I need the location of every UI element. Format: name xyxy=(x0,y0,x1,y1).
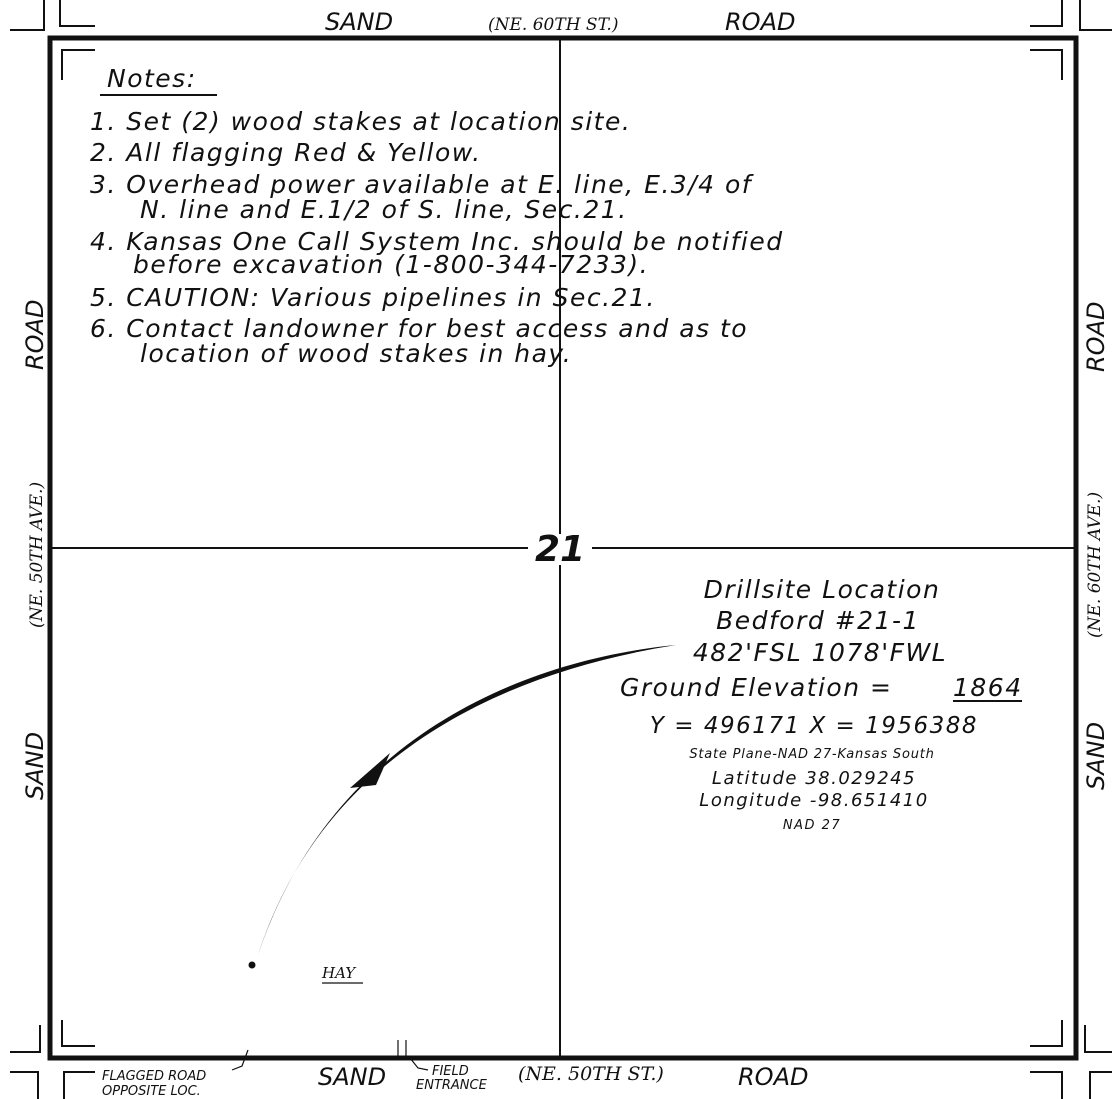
note-item: 5. CAUTION: Various pipelines in Sec.21. xyxy=(90,283,656,312)
road-left-lower: SAND xyxy=(21,732,49,800)
road-bottom-middle: (NE. 50TH ST.) xyxy=(518,1063,664,1085)
well-location-marker xyxy=(248,961,256,969)
road-right-lower: SAND xyxy=(1082,722,1110,790)
drillsite-coords: Y = 496171 X = 1956388 xyxy=(650,713,978,739)
drillsite-latitude: Latitude 38.029245 xyxy=(712,768,916,789)
drillsite-plane: State Plane-NAD 27-Kansas South xyxy=(689,747,934,762)
section-number: 21 xyxy=(535,529,585,570)
note-item: 6. Contact landowner for best access and… xyxy=(90,314,748,343)
note-item: location of wood stakes in hay. xyxy=(140,339,572,368)
drillsite-info: Drillsite Location Bedford #21-1 482'FSL… xyxy=(620,575,1023,833)
drillsite-footage: 482'FSL 1078'FWL xyxy=(693,638,947,667)
road-left-upper: ROAD xyxy=(21,300,49,370)
road-top-right: ROAD xyxy=(725,8,795,36)
drillsite-datum: NAD 27 xyxy=(783,818,841,833)
road-bottom-right: ROAD xyxy=(738,1063,808,1091)
note-item: 1. Set (2) wood stakes at location site. xyxy=(90,107,631,136)
notes-block: Notes: 1. Set (2) wood stakes at locatio… xyxy=(90,64,784,368)
note-item: N. line and E.1/2 of S. line, Sec.21. xyxy=(140,195,628,224)
hay-label: HAY xyxy=(321,964,357,982)
drillsite-elevation-label: Ground Elevation = xyxy=(620,673,892,702)
field-entrance-label-1: FIELD xyxy=(432,1064,469,1079)
road-bottom-left: SAND xyxy=(318,1063,386,1091)
field-entrance-label-2: ENTRANCE xyxy=(416,1078,488,1093)
flagged-road-label-2: OPPOSITE LOC. xyxy=(102,1084,201,1099)
drillsite-title: Drillsite Location xyxy=(704,575,941,604)
road-right-upper: ROAD xyxy=(1082,302,1110,372)
road-top-left: SAND xyxy=(325,8,393,36)
location-arrow xyxy=(258,645,676,955)
field-entrance-leader xyxy=(409,1057,429,1071)
note-item: 2. All flagging Red & Yellow. xyxy=(90,138,482,167)
drillsite-well: Bedford #21-1 xyxy=(716,606,920,635)
notes-heading: Notes: xyxy=(107,64,197,93)
corner-marks xyxy=(10,0,1112,1099)
note-item: before excavation (1-800-344-7233). xyxy=(133,250,649,279)
note-item: 4. Kansas One Call System Inc. should be… xyxy=(90,227,784,256)
drillsite-longitude: Longitude -98.651410 xyxy=(699,790,928,811)
road-left-middle: (NE. 50TH AVE.) xyxy=(27,482,47,628)
arrowhead-icon xyxy=(350,753,390,788)
road-right-middle: (NE. 60TH AVE.) xyxy=(1085,492,1105,638)
flagged-road-leader xyxy=(231,1049,249,1071)
drillsite-elevation-value: 1864 xyxy=(953,673,1023,702)
road-top-middle: (NE. 60TH ST.) xyxy=(488,15,618,35)
note-item: 3. Overhead power available at E. line, … xyxy=(90,170,754,199)
flagged-road-label-1: FLAGGED ROAD xyxy=(102,1069,206,1084)
